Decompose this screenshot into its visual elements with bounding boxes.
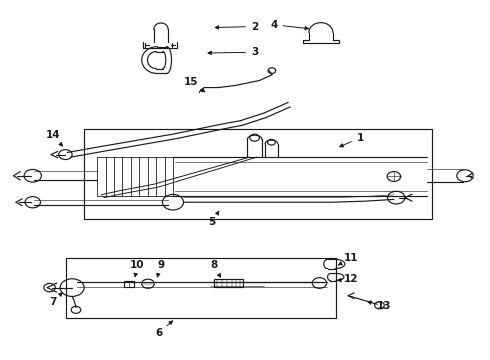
Text: 11: 11 xyxy=(338,253,358,265)
Bar xyxy=(214,279,243,287)
Text: 9: 9 xyxy=(157,260,165,277)
Text: 6: 6 xyxy=(155,321,172,338)
Text: 14: 14 xyxy=(46,130,62,146)
Text: 8: 8 xyxy=(210,260,221,277)
Text: 12: 12 xyxy=(338,274,358,284)
Bar xyxy=(124,281,134,287)
Text: 13: 13 xyxy=(368,301,392,311)
Text: 7: 7 xyxy=(49,293,62,307)
Text: 4: 4 xyxy=(270,20,308,30)
Text: 3: 3 xyxy=(208,47,258,57)
Bar xyxy=(66,258,336,318)
Text: 10: 10 xyxy=(130,260,144,277)
Text: 15: 15 xyxy=(184,77,205,92)
Text: 1: 1 xyxy=(340,133,364,147)
Text: 5: 5 xyxy=(208,211,219,227)
Bar xyxy=(84,129,432,219)
Text: 2: 2 xyxy=(215,22,258,32)
